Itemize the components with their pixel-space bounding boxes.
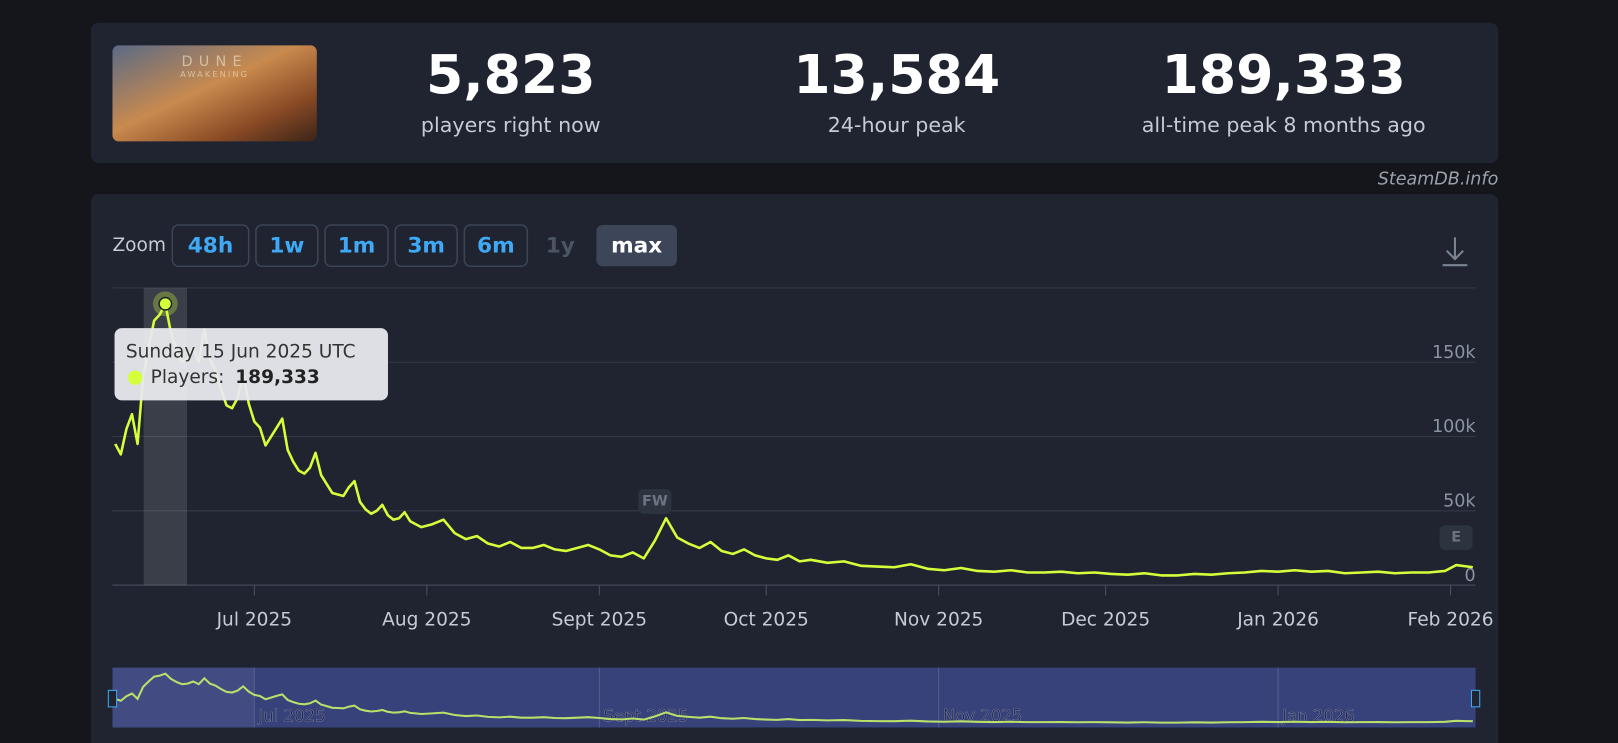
tooltip-value: 189,333 (235, 367, 320, 388)
annotation-label: FW (642, 494, 668, 510)
zoom-button[interactable] (596, 224, 677, 267)
zoom-button-label[interactable]: 48h (188, 234, 234, 259)
tooltip-label: Players: (151, 367, 225, 388)
x-tick-label: Dec 2025 (1061, 610, 1150, 631)
zoom-label: Zoom (112, 235, 166, 256)
navigator-label: Jul 2025 (257, 707, 325, 726)
annotation-label: E (1451, 530, 1461, 546)
x-tick-label: Sept 2025 (552, 610, 647, 631)
zoom-button-label[interactable]: max (611, 234, 662, 259)
chart-card (90, 194, 1499, 743)
header-card (90, 22, 1499, 164)
stat-value: 13,584 (793, 43, 1000, 106)
tooltip-title: Sunday 15 Jun 2025 UTC (126, 341, 356, 362)
zoom-button-label[interactable]: 1w (269, 234, 304, 259)
navigator-handle[interactable] (1470, 689, 1481, 708)
image-title: DUNE (181, 54, 247, 70)
zoom-button[interactable] (394, 224, 458, 268)
x-tick-label: Feb 2026 (1408, 610, 1494, 631)
credit[interactable]: SteamDB.info (1378, 170, 1499, 190)
tooltip-box (114, 328, 388, 401)
download-icon[interactable] (1442, 237, 1468, 267)
zoom-button-label: 1y (546, 234, 575, 259)
x-tick-label: Jan 2026 (1236, 610, 1319, 631)
game-image[interactable] (112, 45, 317, 142)
zoom-button-label[interactable]: 6m (477, 234, 515, 259)
y-tick-label: 100k (1432, 417, 1476, 437)
stat-value: 189,333 (1162, 43, 1406, 106)
x-tick-label: Jul 2025 (216, 610, 293, 631)
image-subtitle: AWAKENING (180, 69, 249, 79)
y-tick-label: 0 (1464, 566, 1475, 586)
tooltip-dot (127, 370, 143, 385)
annotation-flag (1439, 525, 1473, 551)
x-tick-label: Nov 2025 (894, 610, 983, 631)
stat-label: all-time peak 8 months ago (1142, 113, 1426, 137)
annotation-flag (638, 489, 672, 514)
zoom-button[interactable] (171, 224, 250, 268)
navigator-left (112, 667, 255, 728)
y-tick-label: 50k (1443, 492, 1476, 512)
navigator-label: Sept 2025 (603, 707, 688, 726)
stat-label: 24-hour peak (828, 113, 966, 137)
zoom-button[interactable] (463, 224, 529, 268)
x-tick-label: Aug 2025 (382, 610, 471, 631)
zoom-button-label[interactable]: 1m (338, 234, 376, 259)
zoom-button[interactable] (324, 224, 389, 268)
stat-value: 5,823 (426, 43, 596, 106)
zoom-button[interactable] (255, 224, 319, 268)
zoom-button-label[interactable]: 3m (407, 234, 445, 259)
navigator (112, 667, 1476, 728)
y-tick-label: 150k (1432, 343, 1476, 363)
navigator-line (114, 672, 1473, 724)
navigator-handle[interactable] (107, 689, 118, 708)
x-tick-label: Oct 2025 (724, 610, 809, 631)
stat-label: players right now (421, 113, 601, 137)
hover-point (158, 296, 173, 311)
